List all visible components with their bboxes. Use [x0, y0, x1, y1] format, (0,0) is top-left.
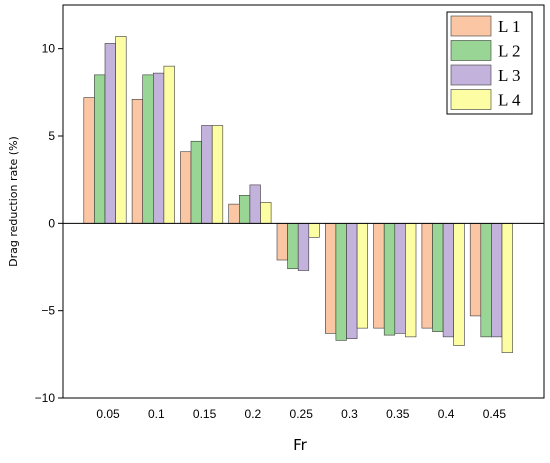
bar [394, 223, 406, 334]
legend-label: L 4 [498, 91, 521, 110]
axis-ticks: −10 −5 0 5 10 0.05 0.1 0.15 0.2 0.25 0.3 0.35 0.4 0.4… [35, 42, 507, 421]
bar [94, 74, 106, 224]
legend-swatch [450, 15, 492, 37]
bar [260, 202, 272, 224]
bar [432, 223, 444, 332]
y-tick-label: −5 [41, 304, 55, 318]
bar [201, 125, 213, 224]
legend-label: L 1 [498, 17, 521, 36]
legend-label: L 2 [498, 42, 521, 61]
bar [324, 223, 337, 334]
x-tick-label: 0.3 [341, 407, 358, 421]
bar [346, 223, 358, 339]
bar [131, 99, 144, 224]
legend-swatch [450, 40, 492, 61]
bar [501, 223, 513, 353]
y-tick-label: 5 [48, 129, 55, 143]
x-tick-label: 0.1 [148, 407, 165, 421]
bar [153, 72, 165, 224]
legend-swatch [450, 89, 492, 110]
bar [453, 223, 465, 346]
plot-frame [62, 4, 545, 399]
bar [373, 223, 385, 329]
bar [421, 223, 433, 329]
bar [180, 151, 192, 224]
bar [115, 36, 127, 224]
bar [211, 125, 224, 224]
x-tick-label: 0.35 [386, 407, 410, 421]
bar [287, 223, 299, 270]
x-tick-label: 0.05 [96, 407, 120, 421]
x-tick-label: 0.15 [193, 407, 217, 421]
bar [276, 223, 288, 261]
bar [356, 223, 369, 329]
y-tick-label: 0 [48, 216, 55, 230]
bar [491, 223, 503, 338]
y-axis-title: Drag reduction rate (%) [7, 136, 20, 267]
bar [228, 203, 240, 224]
x-axis-title: Fr [293, 436, 308, 454]
legend-label: L 3 [498, 66, 521, 85]
bar [335, 223, 347, 341]
bar [190, 140, 202, 224]
bar [469, 223, 482, 317]
bar [142, 74, 154, 224]
y-tick-label: −10 [35, 391, 56, 405]
bar [308, 223, 320, 238]
bar [104, 43, 116, 224]
legend-swatch [450, 64, 492, 86]
legend: L 1 L 2 L 3 L 4 [446, 11, 533, 115]
bar [405, 223, 417, 338]
bar [249, 184, 261, 224]
bar [163, 65, 175, 224]
bar [442, 223, 455, 338]
bar [480, 223, 492, 338]
x-tick-label: 0.2 [245, 407, 262, 421]
bar [297, 223, 310, 271]
bar [239, 195, 251, 224]
bars [83, 36, 513, 353]
y-tick-label: 10 [42, 42, 56, 56]
x-tick-label: 0.4 [438, 407, 455, 421]
x-tick-label: 0.45 [483, 407, 507, 421]
bar [383, 223, 396, 336]
bar [83, 97, 95, 224]
x-tick-label: 0.25 [290, 407, 314, 421]
